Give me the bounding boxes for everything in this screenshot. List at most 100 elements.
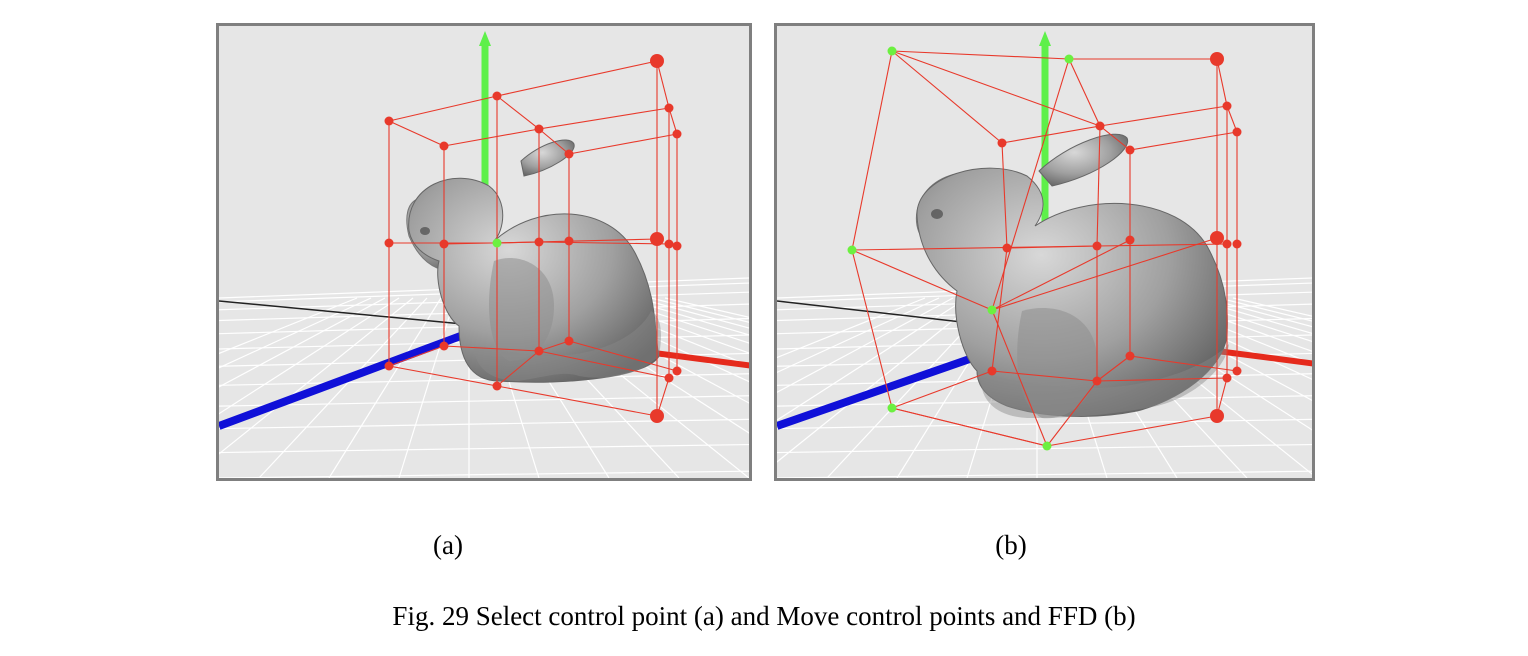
lattice-edge bbox=[1226, 105, 1238, 133]
lattice-edge bbox=[1096, 377, 1228, 382]
grid-line bbox=[219, 418, 749, 430]
control-point[interactable] bbox=[439, 239, 449, 249]
lattice-edge bbox=[496, 350, 540, 387]
control-point[interactable] bbox=[1222, 239, 1232, 249]
lattice-edge bbox=[443, 241, 540, 245]
grid-line bbox=[777, 297, 968, 421]
grid-line bbox=[1162, 297, 1312, 352]
control-point[interactable] bbox=[650, 232, 664, 246]
selected-control-point[interactable] bbox=[1042, 441, 1052, 451]
control-point[interactable] bbox=[384, 116, 394, 126]
control-point[interactable] bbox=[1210, 52, 1224, 66]
grid-line bbox=[777, 297, 940, 374]
control-point[interactable] bbox=[672, 366, 682, 376]
lattice-edge bbox=[388, 95, 498, 122]
control-point[interactable] bbox=[564, 149, 574, 159]
lattice-edge bbox=[568, 133, 678, 155]
control-point[interactable] bbox=[534, 237, 544, 247]
grid-line bbox=[328, 297, 442, 478]
z-axis bbox=[219, 327, 476, 430]
figure-caption: Fig. 29 Select control point (a) and Mov… bbox=[392, 601, 1136, 631]
lattice-edge bbox=[388, 365, 498, 387]
control-point[interactable] bbox=[1232, 239, 1242, 249]
selected-control-point[interactable] bbox=[987, 305, 997, 315]
control-point[interactable] bbox=[1092, 241, 1102, 251]
lattice-edge bbox=[1216, 58, 1228, 107]
control-point[interactable] bbox=[1095, 121, 1105, 131]
control-point[interactable] bbox=[384, 238, 394, 248]
control-point[interactable] bbox=[664, 103, 674, 113]
subfigure-label-a: (a) bbox=[433, 530, 463, 560]
control-point[interactable] bbox=[1210, 409, 1224, 423]
lattice-edge bbox=[668, 107, 678, 135]
control-point[interactable] bbox=[384, 361, 394, 371]
control-point[interactable] bbox=[1210, 231, 1224, 245]
selected-control-point[interactable] bbox=[887, 403, 897, 413]
lattice-control-points bbox=[384, 54, 682, 423]
lattice-control-points bbox=[847, 46, 1242, 451]
lattice-edge bbox=[443, 345, 540, 352]
lattice-edge bbox=[891, 407, 1048, 447]
control-point[interactable] bbox=[492, 381, 502, 391]
control-point[interactable] bbox=[987, 366, 997, 376]
lattice-edge bbox=[1046, 380, 1098, 447]
control-point[interactable] bbox=[1092, 376, 1102, 386]
control-point[interactable] bbox=[439, 141, 449, 151]
lattice-edge bbox=[388, 120, 445, 147]
lattice-edge bbox=[1068, 58, 1101, 127]
control-point[interactable] bbox=[664, 239, 674, 249]
grid-line bbox=[777, 470, 1312, 478]
grid-line bbox=[594, 297, 749, 354]
control-point[interactable] bbox=[1232, 366, 1242, 376]
lattice-edge bbox=[991, 237, 1218, 311]
control-point[interactable] bbox=[1125, 351, 1135, 361]
control-point[interactable] bbox=[1125, 235, 1135, 245]
control-point[interactable] bbox=[564, 336, 574, 346]
control-point[interactable] bbox=[997, 138, 1007, 148]
lattice-edge bbox=[891, 50, 1003, 144]
grid-line bbox=[219, 297, 372, 369]
lattice-edge bbox=[496, 60, 658, 97]
lattice-edge bbox=[568, 340, 678, 372]
control-point[interactable] bbox=[534, 124, 544, 134]
control-point[interactable] bbox=[1232, 127, 1242, 137]
lattice-edge bbox=[991, 239, 1131, 311]
control-point[interactable] bbox=[439, 341, 449, 351]
control-point[interactable] bbox=[492, 91, 502, 101]
control-point[interactable] bbox=[1222, 373, 1232, 383]
control-point[interactable] bbox=[672, 241, 682, 251]
control-point[interactable] bbox=[1002, 243, 1012, 253]
control-point[interactable] bbox=[672, 129, 682, 139]
selected-control-point[interactable] bbox=[492, 238, 502, 248]
lattice-edge bbox=[851, 50, 893, 251]
control-point[interactable] bbox=[564, 236, 574, 246]
grid-line bbox=[219, 297, 414, 455]
grid-line bbox=[1218, 297, 1312, 322]
lattice-edge bbox=[443, 128, 540, 147]
grid-line bbox=[219, 297, 400, 415]
selected-control-point[interactable] bbox=[1064, 54, 1074, 64]
control-point[interactable] bbox=[1222, 101, 1232, 111]
lattice-edge bbox=[1096, 355, 1131, 382]
bunny-mesh bbox=[915, 133, 1229, 419]
x-axis-negative bbox=[219, 300, 485, 327]
y-axis-arrowhead bbox=[1039, 31, 1051, 46]
grid-line bbox=[777, 297, 982, 463]
lattice-edge bbox=[991, 370, 1098, 382]
selected-control-point[interactable] bbox=[847, 245, 857, 255]
control-point[interactable] bbox=[1125, 145, 1135, 155]
lattice-edge bbox=[1099, 105, 1228, 127]
grid-line bbox=[258, 297, 428, 478]
control-point[interactable] bbox=[534, 346, 544, 356]
lattice-edge bbox=[656, 60, 670, 109]
grid-line bbox=[608, 297, 749, 344]
grid-line bbox=[219, 443, 749, 454]
control-point[interactable] bbox=[650, 54, 664, 68]
lattice-edge bbox=[851, 249, 993, 311]
control-point[interactable] bbox=[664, 373, 674, 383]
grid-line bbox=[777, 297, 926, 359]
selected-control-point[interactable] bbox=[887, 46, 897, 56]
grid-line bbox=[622, 297, 749, 336]
control-point[interactable] bbox=[650, 409, 664, 423]
lattice-edge bbox=[851, 249, 893, 409]
